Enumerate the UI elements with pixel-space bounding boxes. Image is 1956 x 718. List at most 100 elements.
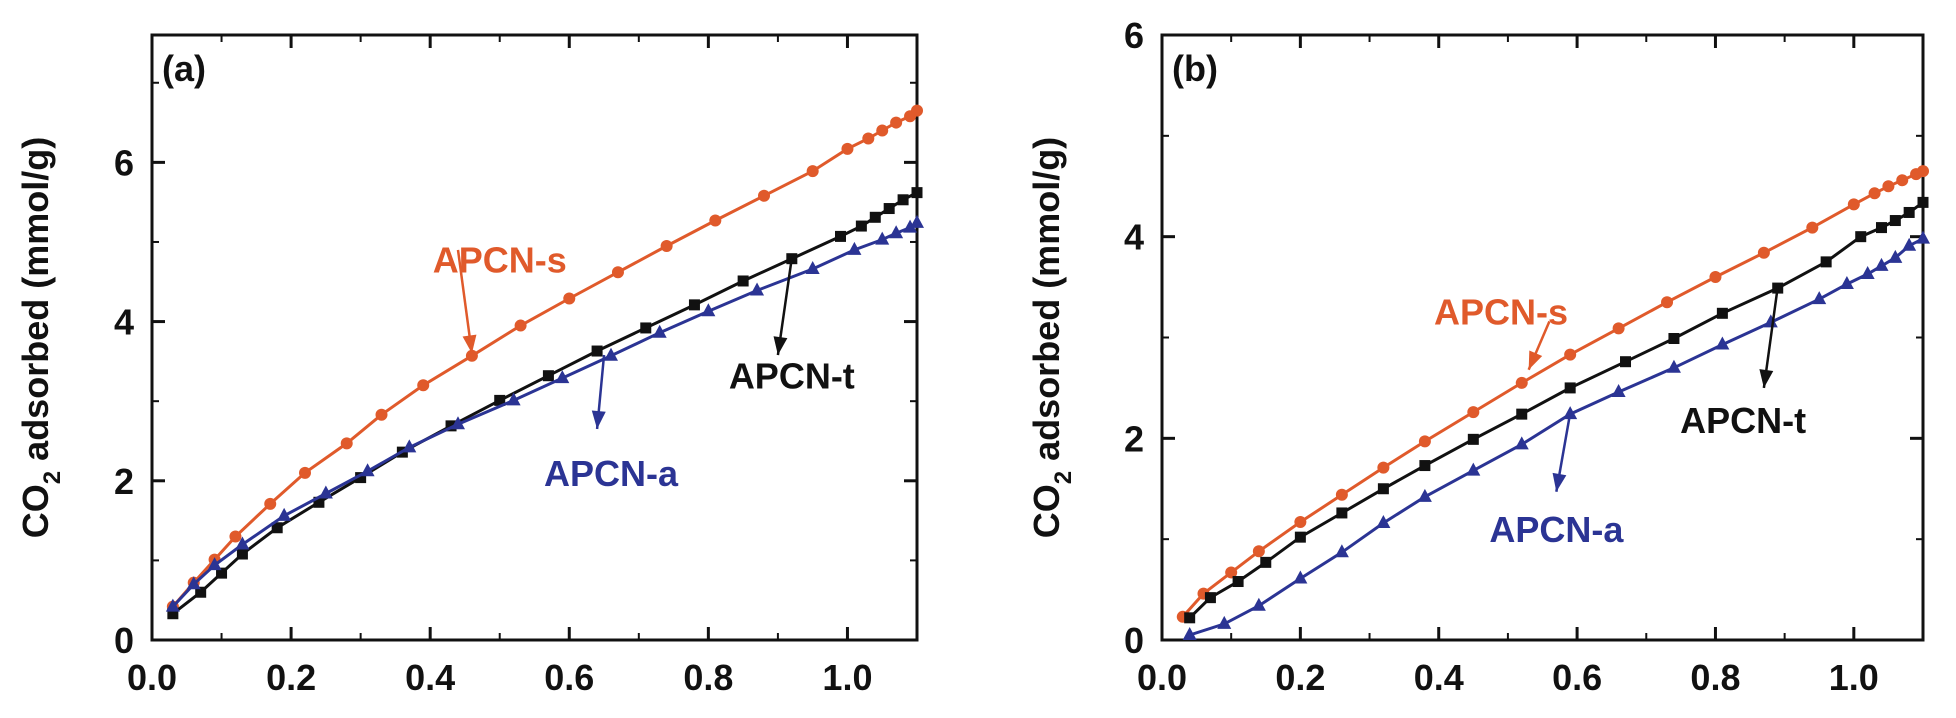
x-tick-label: 0.4 — [1414, 657, 1464, 698]
data-point — [1232, 576, 1244, 588]
data-point — [1868, 187, 1881, 200]
data-point — [604, 347, 618, 361]
data-point — [216, 567, 228, 579]
data-point — [1260, 556, 1272, 568]
data-point — [1882, 180, 1895, 193]
data-point — [1377, 483, 1389, 495]
data-point — [186, 576, 201, 590]
data-point — [277, 507, 292, 521]
data-point — [640, 322, 652, 334]
data-point — [299, 466, 311, 479]
annotation-apcn-s: APCN-s — [1434, 291, 1568, 371]
y-axis-title: CO2 adsorbed (mmol/g) — [15, 137, 66, 538]
data-point — [1820, 256, 1832, 268]
data-point — [563, 292, 576, 305]
data-point — [1204, 592, 1216, 604]
data-point — [264, 497, 277, 510]
data-point — [1225, 566, 1238, 579]
x-tick-label: 0.8 — [1690, 657, 1740, 698]
data-point — [402, 439, 417, 453]
x-tick-label: 1.0 — [822, 657, 872, 698]
data-point — [1217, 615, 1232, 629]
data-point — [417, 379, 430, 392]
data-point — [1466, 462, 1481, 476]
x-tick-label: 0.6 — [544, 657, 594, 698]
data-point — [889, 225, 904, 239]
data-point — [1251, 597, 1266, 611]
annotation-apcn-a: APCN-a — [544, 354, 679, 494]
y-axis-title: CO2 adsorbed (mmol/g) — [1026, 137, 1077, 538]
data-point — [841, 142, 854, 155]
panel-label: (b) — [1172, 48, 1218, 89]
annotation-arrow-head — [462, 334, 477, 354]
data-point — [862, 132, 875, 145]
data-point — [847, 241, 862, 255]
x-tick-label: 0.0 — [1137, 657, 1187, 698]
data-point — [835, 230, 846, 242]
data-point — [1467, 433, 1479, 445]
data-point — [591, 345, 603, 357]
data-point — [855, 220, 867, 232]
series-apcn-a — [1182, 230, 1930, 640]
data-point — [1875, 222, 1887, 234]
annotation-apcn-a: APCN-a — [1489, 412, 1624, 550]
data-point — [375, 408, 388, 421]
series-line — [1181, 169, 1924, 618]
x-tick-label: 0.4 — [405, 657, 455, 698]
data-point — [1917, 196, 1929, 208]
data-point — [1715, 336, 1730, 350]
y-tick-label: 0 — [114, 620, 134, 661]
data-point — [1847, 198, 1860, 211]
data-point — [271, 522, 283, 534]
data-point — [910, 214, 924, 228]
x-tick-label: 0.0 — [127, 657, 177, 698]
data-point — [451, 416, 465, 430]
data-point — [737, 275, 749, 287]
chart-panel-2: 0.0 0.2 0.4 0.6 0.8 1.0 0 2 4 6 CO2 adsorbed (mmol… — [1026, 15, 1930, 698]
data-point — [1757, 246, 1770, 259]
series-label: APCN-a — [544, 453, 679, 494]
data-point — [1417, 488, 1432, 502]
annotation-arrow-head — [773, 336, 788, 356]
annotation-apcn-t: APCN-t — [1680, 286, 1806, 441]
data-point — [1563, 406, 1578, 420]
data-point — [1294, 531, 1306, 543]
data-point — [1812, 291, 1827, 305]
data-point — [506, 392, 521, 406]
series-apcn-s — [166, 104, 923, 613]
data-point — [709, 214, 722, 227]
data-point — [758, 189, 770, 202]
series-label: APCN-s — [433, 239, 567, 280]
data-point — [1917, 165, 1929, 178]
data-point — [1611, 383, 1626, 397]
data-point — [1336, 507, 1348, 519]
data-point — [1293, 570, 1308, 584]
data-point — [165, 598, 180, 612]
data-point — [355, 472, 367, 484]
data-point — [229, 530, 242, 543]
series-line — [1188, 201, 1924, 619]
data-point — [465, 349, 478, 362]
data-point — [1376, 515, 1391, 529]
data-point — [514, 319, 527, 332]
data-point — [542, 370, 554, 382]
data-point — [869, 211, 881, 223]
series-label: APCN-a — [1489, 509, 1624, 550]
data-point — [1860, 265, 1875, 279]
y-tick-label: 2 — [1124, 418, 1144, 459]
data-point — [235, 536, 250, 550]
data-point — [911, 187, 923, 199]
data-point — [660, 239, 673, 252]
panel-label: (a) — [162, 48, 206, 89]
data-point — [903, 219, 918, 233]
annotation-apcn-s: APCN-s — [433, 239, 567, 354]
annotation-arrow-head — [1528, 350, 1543, 370]
y-tick-label: 4 — [114, 302, 134, 343]
data-point — [1514, 436, 1529, 450]
x-tick-label: 1.0 — [1829, 657, 1879, 698]
plot-frame — [150, 33, 919, 642]
data-point — [1903, 206, 1915, 218]
data-point — [1902, 237, 1917, 251]
data-point — [360, 463, 375, 477]
